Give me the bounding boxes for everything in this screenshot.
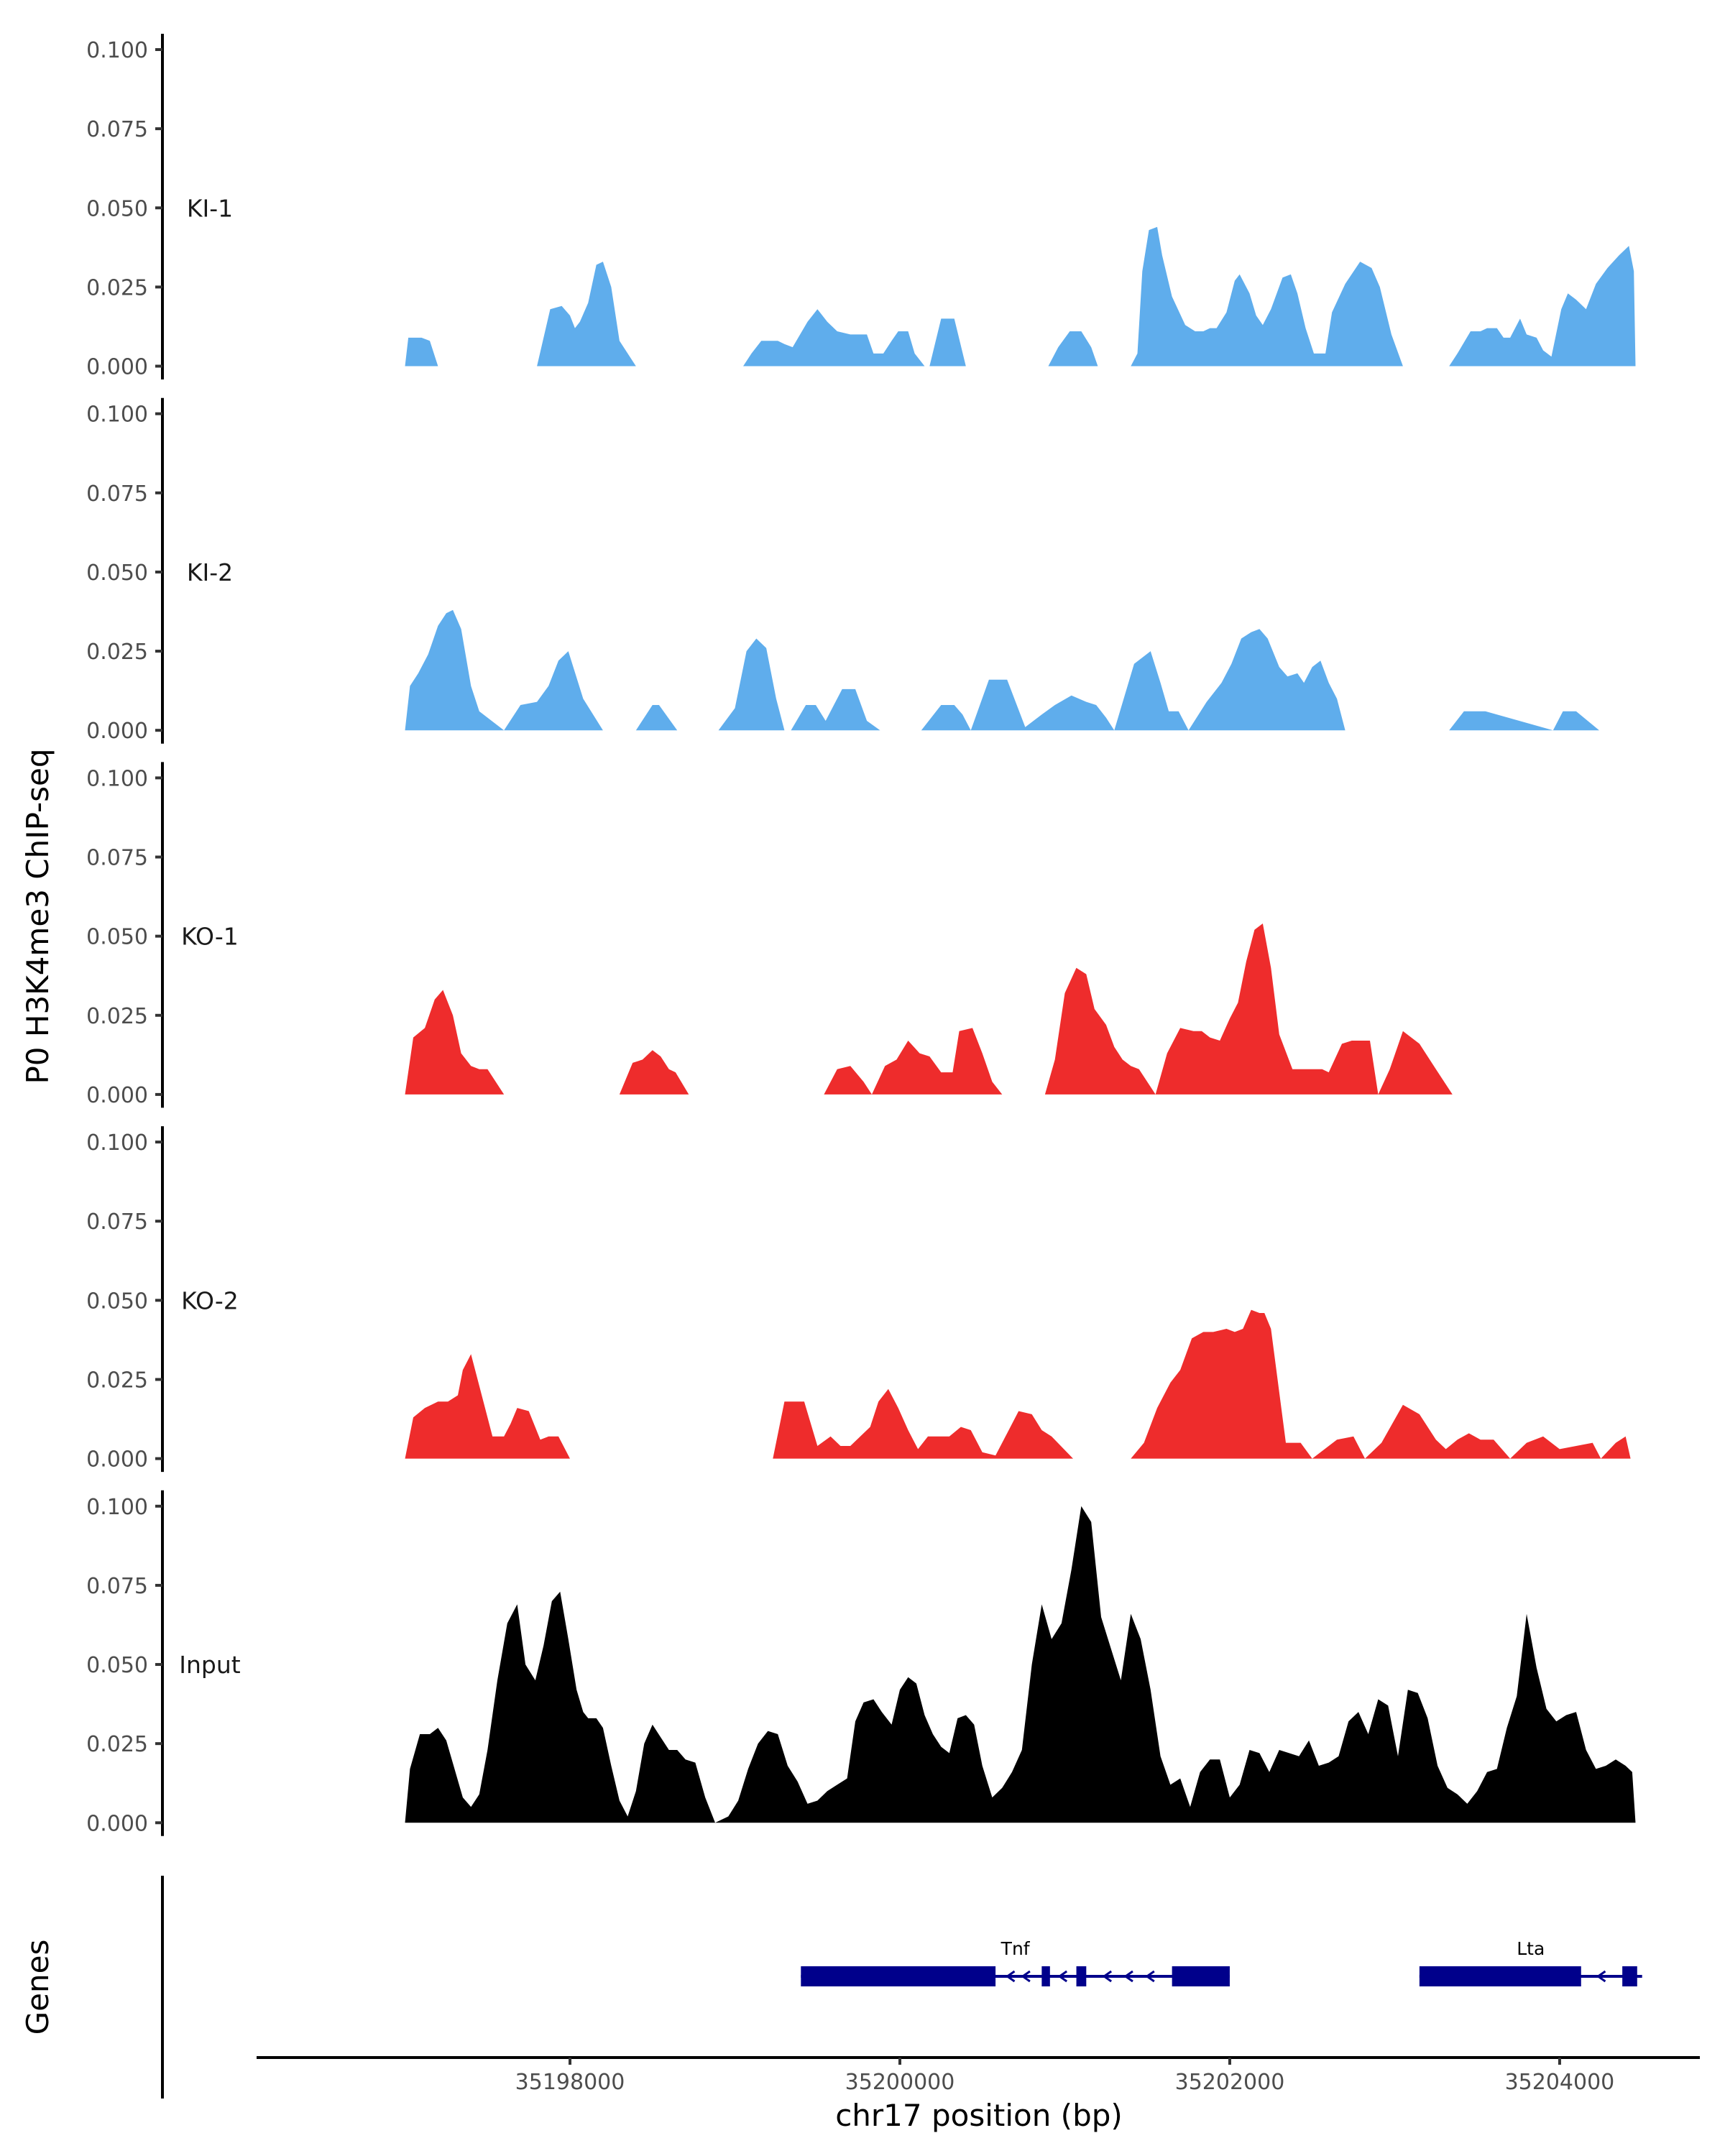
y-tick-label: 0.075 — [86, 1210, 148, 1235]
x-tick-label: 35198000 — [515, 2070, 625, 2095]
y-axis-title: P0 H3K4me3 ChIP-seq — [20, 748, 55, 1084]
y-tick-label: 0.000 — [86, 355, 148, 380]
x-axis: 35198000 35200000 35202000 35204000 — [257, 2056, 1700, 2095]
gene-exon — [1076, 1966, 1087, 1986]
track-label: KI-2 — [187, 558, 233, 586]
y-tick-label: 0.050 — [86, 1653, 148, 1678]
gene-exon — [1041, 1966, 1050, 1986]
track-panel-ki-1: 0.000 0.025 0.050 0.075 0.100 KI-1 — [86, 34, 1636, 380]
gene-lta: Lta — [1419, 1938, 1642, 1986]
gene-exon — [801, 1966, 996, 1986]
coverage-area-ko-1 — [405, 923, 1453, 1095]
y-tick-label: 0.100 — [86, 1495, 148, 1520]
track-panel-input: 0.000 0.025 0.050 0.075 0.100 Input — [86, 1490, 1636, 1836]
gene-exon — [1172, 1966, 1230, 1986]
track-label: KI-1 — [187, 194, 233, 222]
gene-exon — [1622, 1966, 1637, 1986]
gene-label: Lta — [1517, 1938, 1545, 1959]
coverage-area-ki-1 — [405, 226, 1636, 367]
strand-arrow — [1102, 1970, 1113, 1983]
y-tick-label: 0.100 — [86, 766, 148, 791]
y-tick-label: 0.075 — [86, 1574, 148, 1599]
strand-arrow — [1123, 1970, 1133, 1983]
y-tick-label: 0.050 — [86, 561, 148, 586]
y-tick-label: 0.000 — [86, 1447, 148, 1473]
strand-arrow — [1021, 1970, 1031, 1983]
y-tick-label: 0.000 — [86, 1083, 148, 1108]
y-tick-label: 0.025 — [86, 640, 148, 665]
strand-arrow — [1057, 1970, 1068, 1983]
y-tick-label: 0.000 — [86, 719, 148, 744]
track-panels: 0.0000.0250.0500.0750.100KI-10.0000.0250… — [86, 34, 1636, 1836]
y-tick-label: 0.075 — [86, 482, 148, 507]
y-tick-label: 0.100 — [86, 38, 148, 63]
y-tick-label: 0.025 — [86, 1004, 148, 1029]
y-tick-label: 0.100 — [86, 1130, 148, 1156]
track-label: KO-1 — [181, 923, 239, 951]
track-panel-ko-2: 0.000 0.025 0.050 0.075 0.100 KO-2 — [86, 1126, 1631, 1473]
y-tick-label: 0.025 — [86, 1732, 148, 1757]
x-tick-label: 35200000 — [845, 2070, 955, 2095]
y-tick-label: 0.075 — [86, 846, 148, 871]
strand-arrow — [1596, 1970, 1606, 1983]
track-panel-ki-2: 0.000 0.025 0.050 0.075 0.100 KI-2 — [86, 397, 1599, 744]
x-axis-title: chr17 position (bp) — [835, 2098, 1123, 2133]
y-tick-label: 0.025 — [86, 275, 148, 300]
gene-exon — [1419, 1966, 1581, 1986]
y-tick-label: 0.050 — [86, 1289, 148, 1314]
y-tick-label: 0.100 — [86, 402, 148, 428]
y-tick-label: 0.050 — [86, 196, 148, 221]
y-tick-label: 0.075 — [86, 117, 148, 142]
strand-arrow — [1005, 1970, 1016, 1983]
genes-axis-title: Genes — [20, 1940, 55, 2035]
gene-label: Tnf — [1000, 1938, 1031, 1959]
coverage-area-input — [405, 1506, 1636, 1823]
coverage-area-ko-2 — [405, 1309, 1631, 1459]
track-label: KO-2 — [181, 1286, 239, 1314]
gene-tnf: Tnf — [801, 1938, 1230, 1986]
strand-arrow — [1145, 1970, 1155, 1983]
x-tick-label: 35204000 — [1505, 2070, 1615, 2095]
x-tick-label: 35202000 — [1175, 2070, 1285, 2095]
genes-panel: Tnf Lta — [161, 1876, 1642, 2099]
coverage-area-ki-2 — [405, 609, 1599, 731]
track-panel-ko-1: 0.000 0.025 0.050 0.075 0.100 KO-1 — [86, 762, 1453, 1108]
y-tick-label: 0.050 — [86, 925, 148, 950]
y-tick-label: 0.000 — [86, 1811, 148, 1836]
y-tick-label: 0.025 — [86, 1368, 148, 1393]
track-label: Input — [179, 1651, 241, 1679]
